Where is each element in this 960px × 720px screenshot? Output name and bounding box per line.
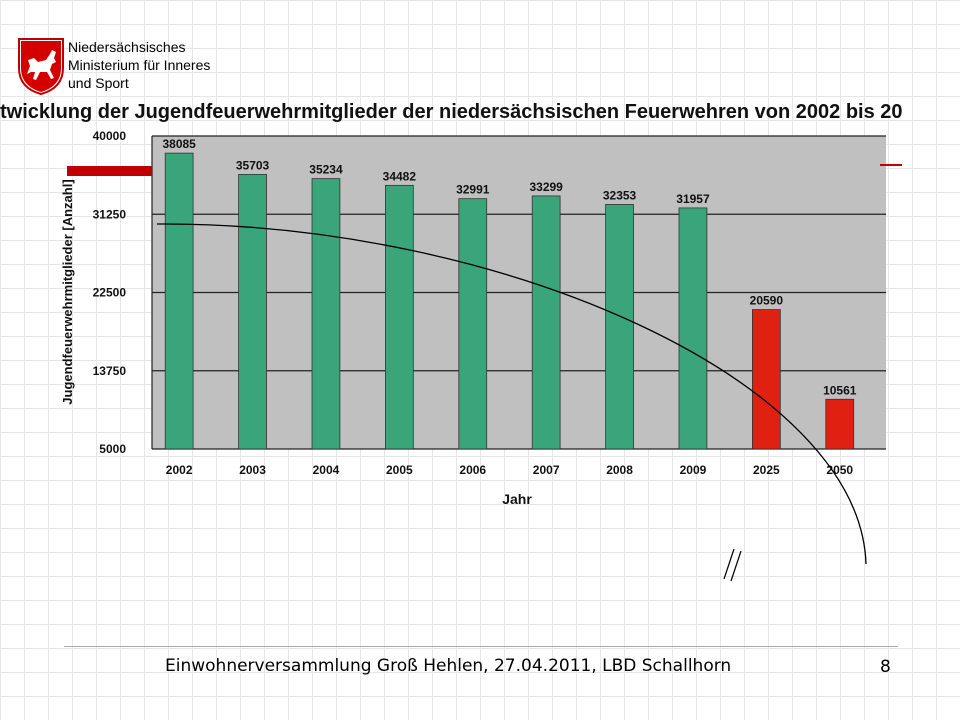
y-tick-label: 31250 <box>93 207 127 221</box>
y-tick-label: 40000 <box>93 129 127 143</box>
bar <box>458 198 488 450</box>
bar <box>825 398 855 450</box>
x-tick-label: 2002 <box>166 463 193 477</box>
x-tick-label: 2050 <box>826 463 853 477</box>
y-axis-label: Jugendfeuerwehrmitglieder [Anzahl] <box>60 179 75 404</box>
bar <box>238 174 267 450</box>
bar <box>752 309 781 450</box>
bar <box>531 195 561 450</box>
data-label: 32991 <box>456 183 490 197</box>
data-label: 33299 <box>529 180 563 194</box>
ministry-line: Ministerium für Inneres <box>68 57 211 73</box>
x-tick-label: 2009 <box>680 463 707 477</box>
data-label: 20590 <box>750 294 784 308</box>
x-tick-label: 2025 <box>753 463 780 477</box>
y-tick-label: 22500 <box>93 286 127 300</box>
y-tick-label: 5000 <box>99 442 126 456</box>
bar <box>385 184 414 450</box>
y-tick-label: 13750 <box>93 364 127 378</box>
x-tick-label: 2007 <box>533 463 560 477</box>
footer-divider <box>64 646 898 647</box>
break-mark <box>730 550 742 582</box>
x-axis-label: Jahr <box>502 491 532 507</box>
x-tick-label: 2006 <box>459 463 486 477</box>
break-mark <box>723 548 735 580</box>
data-label: 34482 <box>383 169 417 183</box>
bar <box>678 207 708 450</box>
data-label: 38085 <box>162 137 196 151</box>
data-label: 31957 <box>676 192 710 206</box>
chart-title: twicklung der Jugendfeuerwehrmitglieder … <box>0 101 903 123</box>
accent-bar <box>67 166 152 176</box>
bar <box>311 178 341 450</box>
x-tick-label: 2003 <box>239 463 266 477</box>
footer-text: Einwohnerversammlung Groß Hehlen, 27.04.… <box>165 656 732 676</box>
x-tick-label: 2004 <box>313 463 340 477</box>
page-number: 8 <box>880 657 891 677</box>
bar-chart: twicklung der Jugendfeuerwehrmitglieder … <box>0 101 903 507</box>
x-tick-label: 2005 <box>386 463 413 477</box>
ministry-name: Niedersächsisches Ministerium für Innere… <box>68 38 210 92</box>
accent-line <box>880 164 902 166</box>
data-label: 32353 <box>603 188 637 202</box>
data-label: 35703 <box>236 158 270 172</box>
decline-arc <box>156 223 867 565</box>
data-label: 35234 <box>309 163 343 177</box>
x-tick-label: 2008 <box>606 463 633 477</box>
bar <box>605 203 634 450</box>
ministry-line: und Sport <box>68 75 129 91</box>
bar <box>164 152 194 450</box>
state-crest-logo <box>16 36 66 96</box>
ministry-line: Niedersächsisches <box>68 39 186 55</box>
data-label: 10561 <box>823 383 857 397</box>
